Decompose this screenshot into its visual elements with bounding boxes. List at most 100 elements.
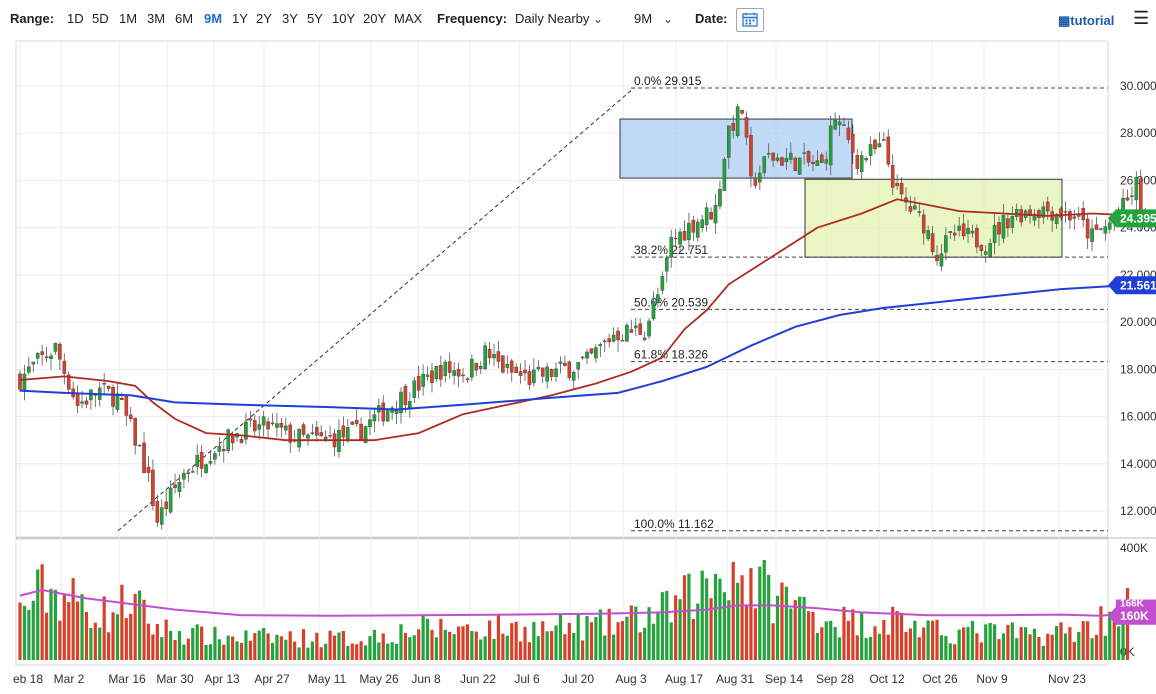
candle-body — [257, 424, 262, 430]
candle-body — [456, 368, 461, 377]
volume-bar — [864, 637, 868, 660]
candle-body — [447, 361, 452, 373]
candle-body — [948, 230, 953, 234]
range-button-5y[interactable]: 5Y — [307, 11, 323, 26]
volume-bar — [452, 634, 456, 660]
candle-body — [532, 369, 536, 384]
candle-body — [31, 361, 36, 365]
volume-bar — [873, 626, 877, 660]
volume-bar — [169, 630, 173, 660]
range-button-max[interactable]: MAX — [394, 11, 423, 26]
volume-bar — [846, 620, 851, 660]
date-picker-button[interactable] — [736, 8, 764, 32]
volume-bar — [576, 614, 580, 660]
volume-bar — [399, 624, 403, 660]
volume-bar — [31, 600, 35, 660]
volume-bar — [581, 640, 585, 660]
candle-body — [815, 160, 820, 166]
volume-bar — [514, 621, 518, 660]
candle-body — [177, 482, 182, 492]
frequency-select[interactable]: Daily Nearby ⌄ — [515, 11, 603, 26]
volume-bar — [744, 606, 749, 660]
range-button-3y[interactable]: 3Y — [282, 11, 298, 26]
volume-bar — [753, 608, 757, 660]
range-button-1d[interactable]: 1D — [67, 11, 84, 26]
candle-body — [709, 211, 713, 220]
volume-bar — [612, 634, 616, 660]
volume-bar — [98, 627, 102, 660]
volume-bar — [310, 641, 314, 660]
candle-body — [133, 417, 137, 446]
candle-body — [700, 219, 705, 228]
volume-bar — [417, 629, 421, 660]
range-button-1y[interactable]: 1Y — [232, 11, 248, 26]
y-axis-label: 14.000 — [1120, 457, 1156, 471]
volume-bar — [359, 641, 363, 660]
volume-bar — [49, 588, 53, 660]
volume-bar — [182, 644, 186, 660]
range-button-6m[interactable]: 6M — [175, 11, 194, 26]
volume-bar — [355, 644, 359, 660]
candle-body — [554, 368, 558, 377]
x-axis-label: Apr 13 — [204, 672, 240, 686]
volume-bar — [505, 635, 509, 660]
volume-bar — [731, 562, 735, 660]
volume-bar — [780, 582, 784, 660]
candle-body — [939, 253, 944, 267]
volume-bar — [700, 570, 704, 660]
volume-average-hidden-badge: 166K — [1120, 599, 1145, 610]
volume-bar — [461, 626, 465, 660]
hamburger-menu-icon[interactable]: ☰ — [1133, 8, 1150, 28]
volume-bar — [1046, 633, 1050, 660]
range-button-3m[interactable]: 3M — [147, 11, 166, 26]
volume-bar — [1077, 631, 1081, 660]
volume-bar — [638, 632, 642, 660]
volume-bar — [1028, 634, 1032, 660]
candle-body — [979, 244, 984, 251]
range-button-10y[interactable]: 10Y — [332, 11, 356, 26]
candle-body — [151, 469, 155, 506]
range-button-9m[interactable]: 9M — [204, 11, 223, 26]
tutorial-link[interactable]: ▦tutorial — [1058, 13, 1114, 29]
candle-body — [394, 410, 399, 414]
x-axis-label: May 11 — [308, 672, 347, 686]
volume-bar — [89, 628, 93, 660]
volume-bar — [616, 622, 620, 660]
candle-body — [1134, 176, 1139, 201]
volume-bar — [257, 630, 261, 660]
x-axis-label: Nov 23 — [1048, 672, 1086, 686]
candle-body — [811, 161, 815, 165]
volume-average-line — [19, 588, 1128, 617]
volume-bar — [718, 578, 722, 660]
range-button-2y[interactable]: 2Y — [256, 11, 272, 26]
candle-body — [571, 372, 576, 381]
range-button-1m[interactable]: 1M — [119, 11, 138, 26]
volume-average-badge: 160K — [1120, 609, 1149, 623]
volume-bar — [567, 622, 571, 660]
volume-bar — [926, 620, 930, 660]
x-axis-label: Jul 20 — [562, 672, 594, 686]
candle-body — [164, 501, 168, 509]
volume-bar — [408, 637, 412, 660]
range-button-20y[interactable]: 20Y — [363, 11, 387, 26]
candle-body — [540, 367, 545, 377]
period-select[interactable]: 9M ⌄ — [634, 11, 673, 26]
candle-body — [452, 370, 456, 376]
candle-body — [602, 340, 607, 343]
volume-bar — [18, 602, 22, 660]
range-button-5d[interactable]: 5D — [92, 11, 109, 26]
candle-body — [341, 425, 346, 438]
volume-bar — [625, 616, 629, 660]
volume-bar — [403, 633, 408, 660]
volume-bar — [279, 636, 283, 660]
candle-body — [567, 361, 572, 378]
candle-body — [40, 351, 44, 355]
volume-bar — [997, 639, 1001, 660]
volume-bar — [837, 637, 842, 660]
volume-bar — [966, 626, 970, 660]
volume-bar — [284, 639, 288, 660]
volume-bar — [328, 630, 332, 660]
candle-body — [797, 157, 802, 175]
volume-bar — [177, 631, 182, 660]
candle-body — [851, 133, 855, 153]
